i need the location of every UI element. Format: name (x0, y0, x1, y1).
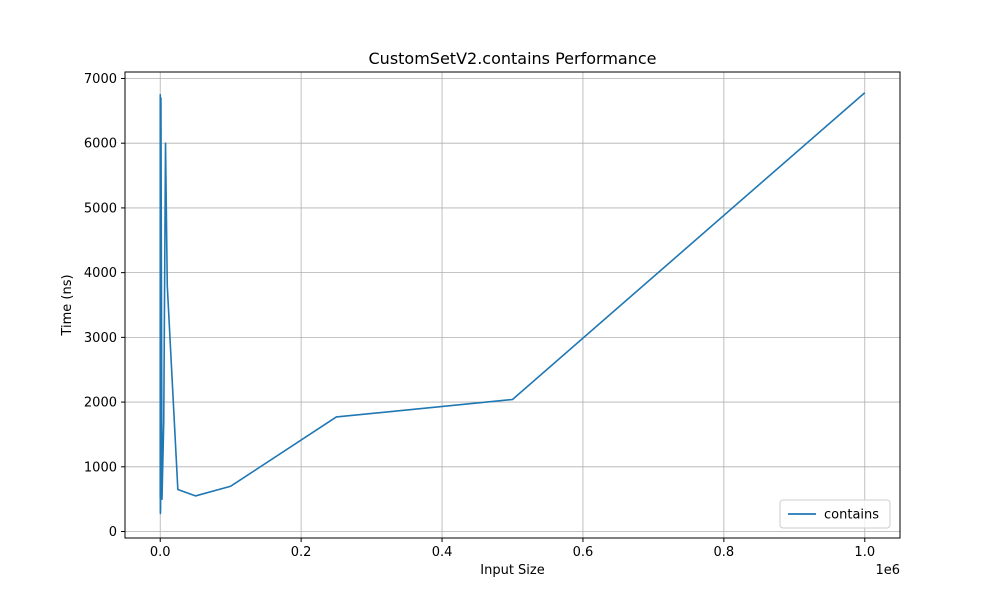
x-tick-label: 0.0 (150, 545, 171, 560)
y-axis-label: Time (ns) (60, 274, 75, 336)
data-point (160, 508, 162, 510)
data-point (163, 421, 165, 423)
data-point (160, 97, 162, 99)
data-point (165, 142, 167, 144)
x-tick-label: 1.0 (854, 545, 875, 560)
y-tick-label: 1000 (84, 460, 117, 475)
y-tick-label: 7000 (84, 72, 117, 87)
y-tick-label: 4000 (84, 266, 117, 281)
data-point (336, 416, 338, 418)
axes-frame (124, 71, 901, 539)
grid (125, 72, 900, 538)
series-line-contains (159, 92, 866, 515)
legend-entry-label: contains (824, 508, 879, 523)
x-tick-label: 0.8 (714, 545, 735, 560)
series-layer (159, 92, 866, 515)
x-axis-label: Input Size (480, 563, 544, 578)
data-point (166, 285, 168, 287)
x-axis-offset-label: 1e6 (875, 563, 900, 578)
data-point (159, 497, 161, 499)
x-tick-label: 0.2 (291, 545, 312, 560)
data-point (864, 92, 866, 94)
data-point (177, 489, 179, 491)
y-axis-ticks: 0 1000 2000 3000 4000 5000 6000 7000 (84, 72, 125, 540)
x-tick-label: 0.4 (432, 545, 453, 560)
data-point (161, 498, 163, 500)
x-tick-label: 0.6 (573, 545, 594, 560)
y-tick-label: 5000 (84, 201, 117, 216)
y-tick-label: 2000 (84, 396, 117, 411)
chart-title: CustomSetV2.contains Performance (369, 49, 657, 68)
data-point (230, 485, 232, 487)
data-point (160, 513, 162, 515)
data-point (195, 495, 197, 497)
y-tick-label: 3000 (84, 331, 117, 346)
y-tick-label: 6000 (84, 137, 117, 152)
x-axis-ticks: 0.0 0.2 0.4 0.6 0.8 1.0 (150, 538, 875, 560)
data-point (159, 492, 161, 494)
data-point (159, 94, 161, 96)
legend: contains (779, 499, 891, 529)
y-tick-label: 0 (109, 525, 117, 540)
data-point (512, 399, 514, 401)
legend-box (779, 499, 891, 529)
